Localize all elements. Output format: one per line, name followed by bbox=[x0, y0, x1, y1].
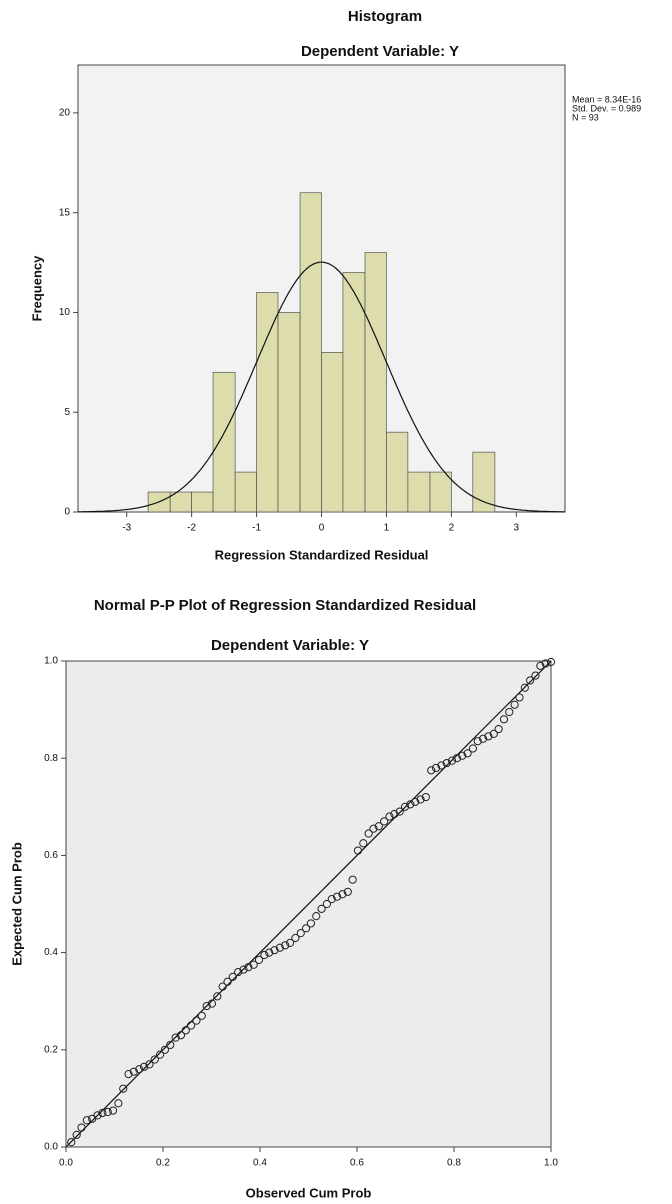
x-axis-label: Observed Cum Prob bbox=[246, 1185, 372, 1200]
histogram-bar bbox=[365, 253, 386, 512]
x-tick-label: 1 bbox=[384, 523, 390, 534]
x-tick-label: 0.6 bbox=[350, 1158, 364, 1169]
y-tick-label: 0.6 bbox=[44, 850, 58, 861]
y-tick-label: 0.0 bbox=[44, 1142, 58, 1153]
x-tick-label: 3 bbox=[514, 523, 520, 534]
x-tick-label: 0.8 bbox=[447, 1158, 461, 1169]
x-tick-label: 1.0 bbox=[544, 1158, 558, 1169]
histogram-bar bbox=[235, 472, 256, 512]
x-tick-label: -2 bbox=[187, 523, 196, 534]
histogram-bar bbox=[408, 472, 430, 512]
y-tick-label: 1.0 bbox=[44, 656, 58, 667]
histogram-bar bbox=[386, 432, 407, 512]
y-axis-label: Expected Cum Prob bbox=[9, 842, 24, 966]
histogram-bar bbox=[257, 292, 278, 512]
y-axis-label: Frequency bbox=[29, 255, 44, 322]
histogram-bar bbox=[213, 372, 235, 512]
x-tick-label: 0.2 bbox=[156, 1158, 170, 1169]
y-tick-label: 0 bbox=[64, 507, 70, 518]
chart-page: Histogram Dependent Variable: Y Regression… bbox=[0, 0, 672, 1204]
x-tick-label: 0.0 bbox=[59, 1158, 73, 1169]
histogram-bar bbox=[430, 472, 451, 512]
y-tick-label: 0.2 bbox=[44, 1044, 58, 1055]
y-tick-label: 10 bbox=[59, 307, 71, 318]
histogram-bar bbox=[343, 273, 365, 512]
y-tick-label: 15 bbox=[59, 207, 71, 218]
chart-title: Normal P-P Plot of Regression Standardiz… bbox=[94, 597, 476, 614]
histogram-bar bbox=[192, 492, 213, 512]
x-tick-label: 0 bbox=[319, 523, 325, 534]
x-axis-label: Regression Standardized Residual bbox=[215, 547, 429, 562]
histogram-bar bbox=[300, 193, 321, 512]
y-tick-label: 5 bbox=[64, 407, 70, 418]
page: Histogram Dependent Variable: Y Regression… bbox=[0, 0, 672, 1204]
chart-subtitle: Dependent Variable: Y bbox=[301, 43, 459, 60]
x-tick-label: -3 bbox=[122, 523, 131, 534]
histogram-bar bbox=[473, 452, 495, 512]
chart-subtitle: Dependent Variable: Y bbox=[211, 637, 369, 654]
histogram-bar bbox=[322, 352, 343, 512]
x-tick-label: -1 bbox=[252, 523, 261, 534]
y-tick-label: 20 bbox=[59, 108, 71, 119]
x-tick-label: 2 bbox=[449, 523, 455, 534]
chart-title: Histogram bbox=[348, 8, 422, 25]
stat-label: N = 93 bbox=[572, 112, 599, 122]
histogram-bar bbox=[278, 312, 300, 512]
y-tick-label: 0.4 bbox=[44, 947, 58, 958]
x-tick-label: 0.4 bbox=[253, 1158, 267, 1169]
y-tick-label: 0.8 bbox=[44, 753, 58, 764]
